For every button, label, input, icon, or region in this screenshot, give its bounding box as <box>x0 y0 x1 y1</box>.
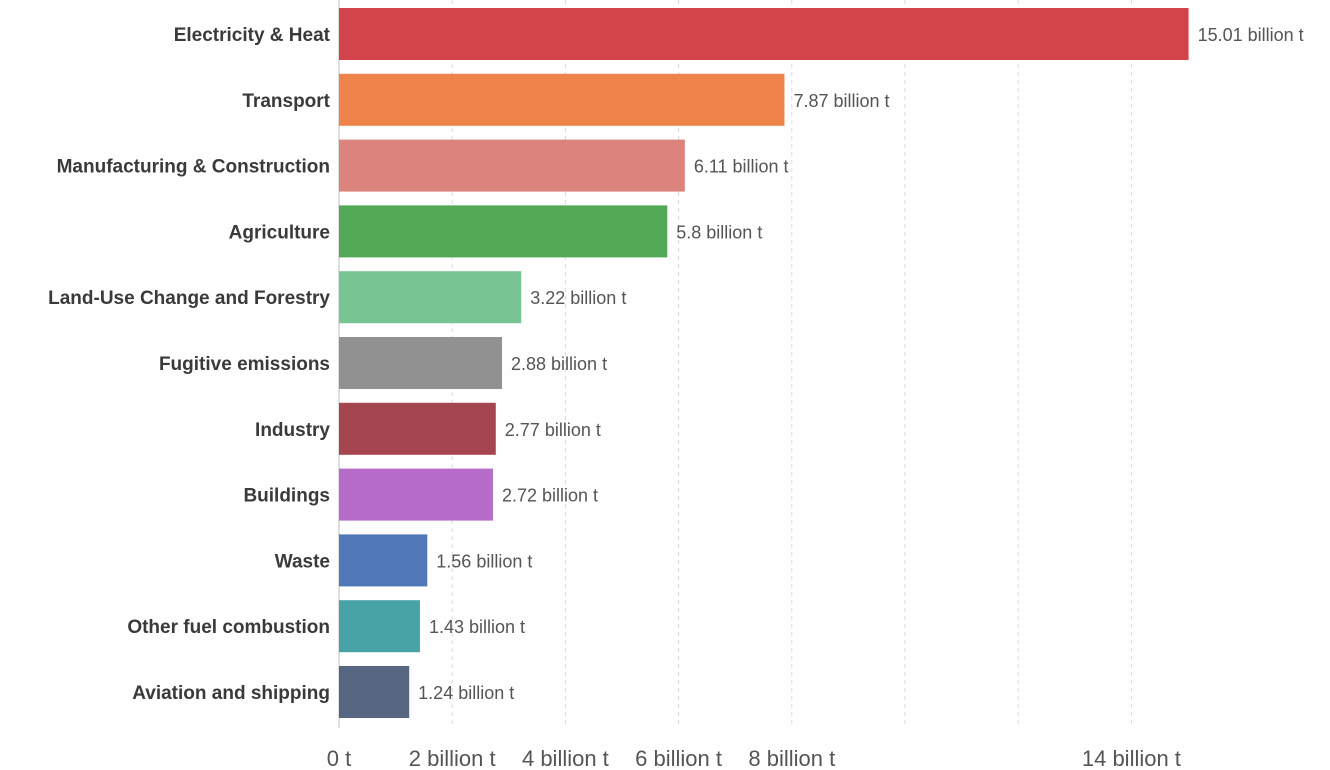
category-label-other-fuel-combustion: Other fuel combustion <box>127 617 330 638</box>
category-label-industry: Industry <box>255 420 330 441</box>
value-label-waste: 1.56 billion t <box>436 551 532 571</box>
x-axis-ticks: 0 t 2 billion t 4 billion t 6 billion t 8 bi… <box>327 746 1181 770</box>
bar-electricity-heat <box>339 8 1189 60</box>
x-tick-label-0: 0 t <box>327 746 351 770</box>
category-label-electricity-heat: Electricity & Heat <box>174 25 331 46</box>
value-label-industry: 2.77 billion t <box>505 420 601 440</box>
bar-other-fuel-combustion <box>339 600 420 653</box>
value-label-aviation-and-shipping: 1.24 billion t <box>418 683 514 703</box>
value-label-agriculture: 5.8 billion t <box>676 222 762 242</box>
bar-waste <box>339 534 428 587</box>
bar-manufacturing-construction <box>339 139 685 192</box>
x-tick-label-8: 8 billion t <box>748 746 835 770</box>
category-label-manufacturing-construction: Manufacturing & Construction <box>57 157 330 178</box>
category-label-land-use-change-and-forestry: Land-Use Change and Forestry <box>48 288 330 309</box>
category-label-buildings: Buildings <box>243 486 330 507</box>
category-label-aviation-and-shipping: Aviation and shipping <box>132 683 330 704</box>
value-label-other-fuel-combustion: 1.43 billion t <box>429 617 525 637</box>
bar-buildings <box>339 468 493 521</box>
value-label-fugitive-emissions: 2.88 billion t <box>511 354 607 374</box>
bar-aviation-and-shipping <box>339 666 410 718</box>
x-tick-label-2: 2 billion t <box>409 746 496 770</box>
value-label-buildings: 2.72 billion t <box>502 486 598 506</box>
category-label-transport: Transport <box>242 91 330 112</box>
bar-industry <box>339 402 496 455</box>
x-tick-label-4: 4 billion t <box>522 746 609 770</box>
x-tick-label-6: 6 billion t <box>635 746 722 770</box>
x-tick-label-14: 14 billion t <box>1082 746 1181 770</box>
value-label-land-use-change-and-forestry: 3.22 billion t <box>530 288 626 308</box>
bar-agriculture <box>339 205 668 258</box>
value-label-transport: 7.87 billion t <box>793 91 889 111</box>
category-label-fugitive-emissions: Fugitive emissions <box>159 354 330 375</box>
category-label-waste: Waste <box>275 551 330 572</box>
bar-fugitive-emissions <box>339 337 503 389</box>
label-layer: Electricity & Heat 15.01 billion t Transpo… <box>48 25 1304 704</box>
bar-layer <box>339 8 1189 718</box>
value-label-electricity-heat: 15.01 billion t <box>1198 25 1304 45</box>
value-label-manufacturing-construction: 6.11 billion t <box>694 157 789 177</box>
bar-transport <box>339 73 785 126</box>
bar-land-use-change-and-forestry <box>339 271 522 324</box>
category-label-agriculture: Agriculture <box>229 222 330 243</box>
